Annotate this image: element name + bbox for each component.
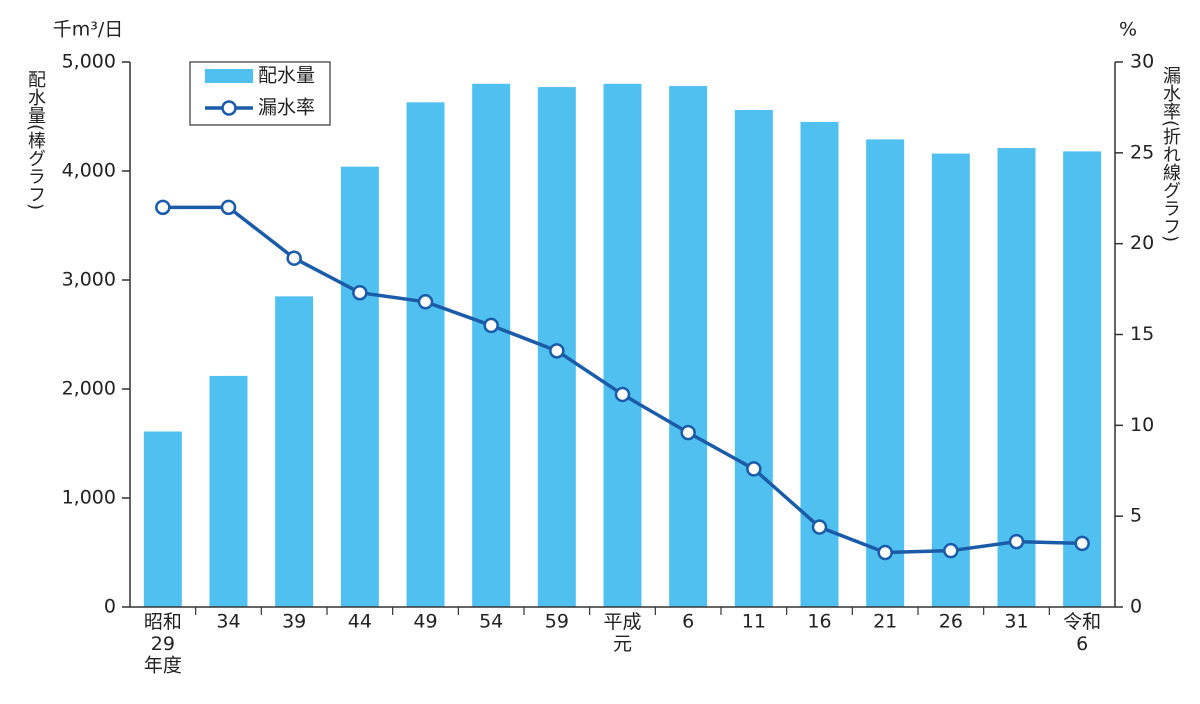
x-tick-label: 49: [413, 611, 437, 633]
line-marker: [1008, 533, 1025, 550]
bar: [209, 375, 248, 607]
line-marker: [943, 542, 959, 559]
x-tick-label: 39: [282, 611, 306, 633]
line-marker: [746, 461, 762, 477]
y-tick-label: 5,000: [62, 51, 116, 73]
x-tick-label: 16: [807, 611, 831, 633]
line-marker: [417, 294, 434, 310]
y-unit: 千m³/日: [53, 19, 124, 41]
legend-label: 漏水率: [258, 97, 315, 119]
bar: [997, 148, 1036, 608]
x-tick-label: 31: [1004, 611, 1028, 633]
bar: [1063, 151, 1102, 607]
x-tick-label: 59: [545, 611, 569, 633]
x-tick-label: 平成元: [603, 611, 641, 655]
line-marker: [811, 519, 828, 535]
y2-tick-label: 5: [1130, 505, 1142, 527]
line-marker: [352, 284, 368, 301]
line-marker: [614, 386, 631, 403]
y2-tick-label: 20: [1130, 232, 1154, 254]
y-axis-label: 配水量(棒グラフ): [25, 70, 46, 210]
bar: [669, 85, 708, 608]
line-marker: [1074, 535, 1090, 552]
line-marker: [549, 343, 565, 359]
bar: [275, 296, 314, 607]
line-marker: [220, 199, 237, 216]
y-tick-label: 3,000: [62, 269, 116, 291]
bar: [931, 153, 970, 607]
line-marker: [286, 250, 302, 266]
legend-label: 配水量: [258, 65, 315, 87]
y2-tick-label: 10: [1130, 414, 1154, 436]
x-tick-label: 6: [682, 611, 694, 633]
x-tick-label: 11: [742, 611, 766, 633]
y-tick-label: 0: [104, 596, 116, 618]
y-tick-label: 1,000: [62, 487, 116, 509]
legend-swatch: [205, 69, 253, 83]
bar: [340, 166, 379, 607]
y2-unit: %: [1119, 19, 1137, 41]
x-tick-label: 34: [216, 611, 240, 633]
line-marker: [483, 317, 499, 334]
y2-tick-label: 30: [1130, 51, 1154, 73]
bar: [603, 83, 642, 608]
bar: [143, 431, 182, 607]
legend-swatch: [221, 100, 237, 116]
y2-axis-label: 漏水率(折れ線グラフ): [1160, 66, 1181, 242]
line-marker: [877, 544, 893, 561]
y-tick-label: 4,000: [62, 160, 116, 182]
y2-tick-label: 25: [1130, 141, 1154, 163]
x-tick-label: 44: [348, 611, 372, 633]
bar: [406, 102, 445, 607]
line-marker: [680, 424, 696, 441]
y2-tick-label: 0: [1130, 596, 1142, 618]
x-tick-label: 54: [479, 611, 503, 633]
bar: [866, 139, 905, 607]
y2-tick-label: 15: [1130, 323, 1154, 345]
x-tick-label: 昭和 29 年度: [144, 611, 182, 677]
x-tick-label: 令和 6: [1063, 611, 1101, 655]
bar: [472, 83, 511, 608]
bar: [734, 109, 773, 608]
y-tick-label: 2,000: [62, 378, 116, 400]
line-marker: [155, 199, 171, 216]
x-tick-label: 21: [873, 611, 897, 633]
x-tick-label: 26: [939, 611, 963, 633]
